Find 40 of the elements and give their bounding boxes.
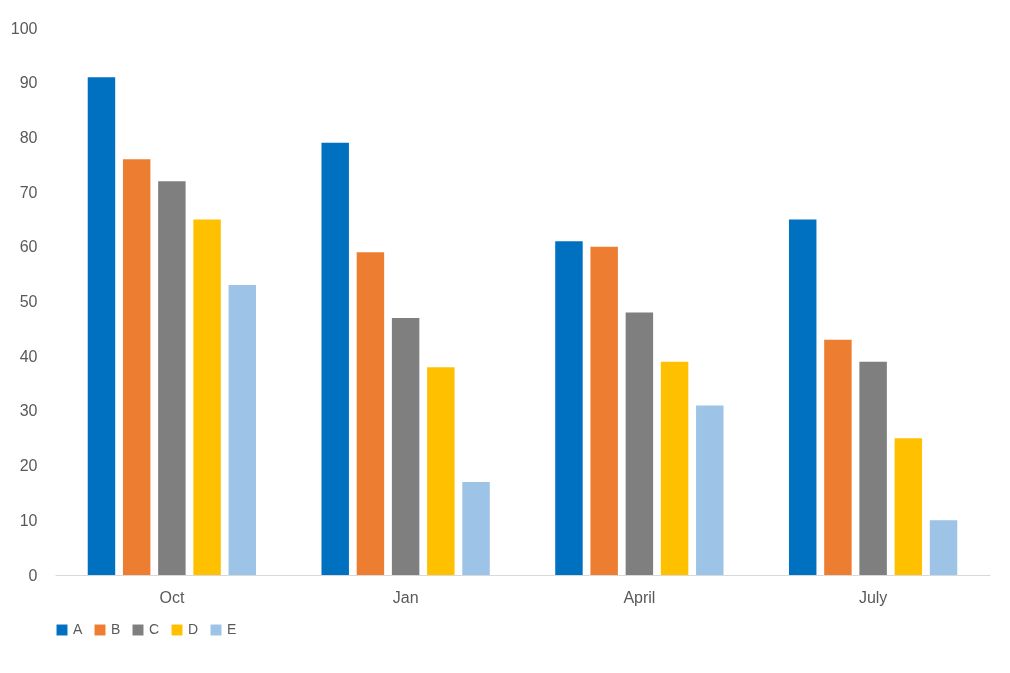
y-tick-label: 50 xyxy=(19,293,38,310)
bar xyxy=(158,181,186,575)
bar xyxy=(788,219,817,575)
bar xyxy=(660,361,689,575)
y-tick-label: 90 xyxy=(19,74,38,92)
legend-label: B xyxy=(111,621,121,637)
bar xyxy=(122,159,151,575)
bar xyxy=(193,219,221,575)
bar xyxy=(87,77,116,575)
x-tick-label: July xyxy=(858,588,888,606)
legend-label: D xyxy=(188,621,199,637)
bar xyxy=(625,312,654,575)
y-tick-label: 30 xyxy=(19,402,38,420)
legend-label: E xyxy=(227,621,237,637)
x-tick-label: Oct xyxy=(159,588,185,606)
bar xyxy=(859,361,887,575)
y-tick-label: 0 xyxy=(28,566,38,584)
y-tick-label: 60 xyxy=(19,238,38,256)
bar xyxy=(427,367,455,575)
bar xyxy=(696,405,724,575)
bar xyxy=(590,246,618,575)
y-tick-label: 40 xyxy=(19,347,38,365)
y-tick-label: 100 xyxy=(10,19,38,37)
bar xyxy=(894,438,923,575)
legend-label: C xyxy=(149,621,160,637)
bar xyxy=(356,252,385,575)
y-tick-label: 70 xyxy=(19,183,38,201)
y-tick-label: 20 xyxy=(19,457,38,475)
y-tick-label: 80 xyxy=(19,128,38,146)
bar xyxy=(929,520,958,575)
x-tick-label: Jan xyxy=(392,588,419,606)
bar xyxy=(321,142,349,575)
bar xyxy=(391,317,420,575)
bar xyxy=(462,482,490,575)
bar xyxy=(555,241,583,575)
x-tick-label: April xyxy=(623,588,656,606)
y-tick-label: 10 xyxy=(19,511,38,529)
legend-label: A xyxy=(73,621,83,637)
bar xyxy=(824,339,852,575)
bar xyxy=(228,285,257,575)
